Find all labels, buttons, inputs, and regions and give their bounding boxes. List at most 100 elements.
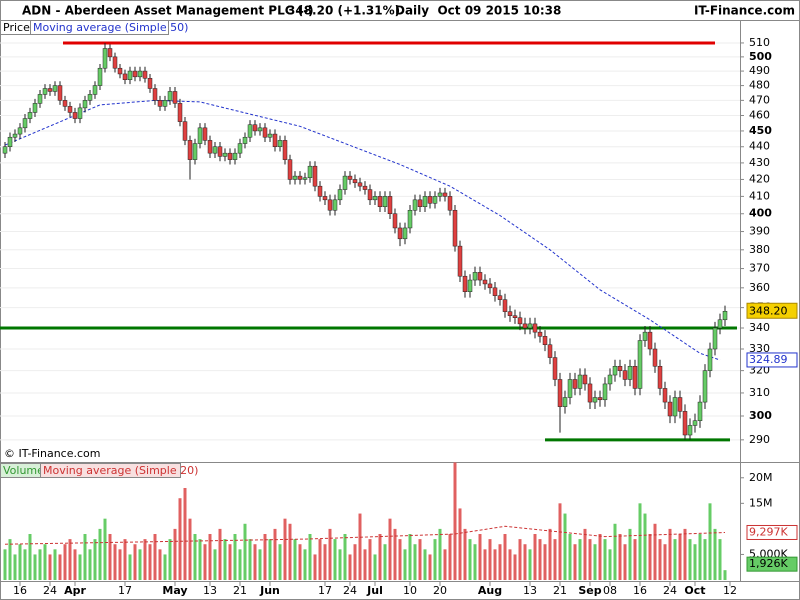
volume-bar	[283, 518, 287, 580]
volume-bar	[268, 539, 272, 580]
candle-body	[487, 283, 493, 289]
candle-body	[297, 175, 303, 180]
candle-body	[587, 383, 593, 403]
candle-body	[657, 365, 663, 389]
x-tick-label: 24	[43, 584, 57, 597]
candle-body	[112, 56, 118, 69]
volume-bar	[58, 554, 62, 580]
candle-body	[347, 175, 353, 180]
volume-bar	[718, 539, 722, 580]
title: ADN - Aberdeen Asset Management PLC (-)	[22, 4, 314, 18]
volume-bar	[103, 518, 107, 580]
x-tick-label: Aug	[478, 584, 502, 597]
volume-bar	[498, 544, 502, 580]
candle-body	[422, 196, 428, 208]
volume-bar	[98, 528, 102, 580]
volume-bar	[398, 539, 402, 580]
candle-body	[462, 275, 468, 292]
volume-bar	[293, 539, 297, 580]
volume-bar	[588, 539, 592, 580]
quote: 348.20 (+1.31%)	[287, 4, 400, 18]
candle-body	[152, 88, 158, 101]
volume-bar	[708, 503, 712, 580]
candle-body	[182, 121, 188, 141]
candle-body	[302, 177, 308, 180]
volume-bar	[523, 544, 527, 580]
candle-body	[542, 336, 548, 345]
candle-body	[117, 67, 123, 75]
volume-bar	[678, 534, 682, 580]
volume-bar	[303, 549, 307, 580]
volume-bar	[168, 539, 172, 580]
volume-bar	[563, 513, 567, 580]
volume-bar	[508, 549, 512, 580]
volume-bar	[623, 544, 627, 580]
volume-bar	[658, 539, 662, 580]
candle-body	[322, 196, 328, 201]
candle-body	[637, 340, 643, 389]
candle-body	[562, 397, 568, 407]
volume-bar	[433, 539, 437, 580]
candle-body	[612, 365, 618, 376]
y-tick-label: 460	[749, 108, 770, 121]
volume-bar	[138, 549, 142, 580]
x-tick-label: 21	[553, 584, 567, 597]
candle-body	[187, 140, 193, 160]
volume-bar	[558, 503, 562, 580]
candle-body	[672, 397, 678, 417]
candle-body	[482, 279, 488, 285]
candle-body	[697, 401, 703, 421]
volume-bar	[123, 539, 127, 580]
volume-bar	[113, 544, 117, 580]
candle-body	[92, 85, 98, 95]
volume-bar	[608, 549, 612, 580]
candle-body	[397, 227, 403, 240]
candle-body	[142, 70, 148, 79]
volume-bar	[548, 528, 552, 580]
x-tick-label: 20	[433, 584, 447, 597]
candle-body	[212, 146, 218, 154]
x-tick-label: Oct	[684, 584, 705, 597]
volume-bar	[613, 523, 617, 580]
volume-bar	[208, 534, 212, 580]
volume-bar	[573, 544, 577, 580]
volume-bar	[183, 488, 187, 580]
volume-bar	[628, 528, 632, 580]
candle-body	[327, 199, 333, 211]
legend-price: Price	[3, 21, 30, 34]
candle-body	[647, 331, 653, 350]
volume-bar	[423, 549, 427, 580]
volume-bar	[483, 549, 487, 580]
candle-body	[52, 85, 58, 92]
candle-body	[222, 152, 228, 157]
volume-bar	[673, 539, 677, 580]
volume-bar	[318, 539, 322, 580]
candle-body	[332, 199, 338, 211]
volume-bar	[23, 549, 27, 580]
volume-bar	[198, 539, 202, 580]
x-tick-label: 08	[603, 584, 617, 597]
last-value-label: 9,297K	[749, 525, 788, 538]
last-value-box	[746, 524, 798, 540]
volume-bar	[193, 534, 197, 580]
legend-box	[30, 20, 169, 35]
candle-body	[572, 379, 578, 389]
candle-body	[512, 315, 518, 318]
candle-body	[407, 209, 413, 229]
candle-body	[247, 124, 253, 138]
candle-body	[682, 411, 688, 436]
volume-bar	[688, 539, 692, 580]
candle-body	[522, 323, 528, 329]
volume-bar	[353, 544, 357, 580]
y-tick-label: 430	[749, 156, 770, 169]
candle-body	[687, 425, 693, 436]
candle-body	[137, 70, 143, 78]
candle-body	[57, 85, 63, 101]
volume-bar	[568, 534, 572, 580]
volume-bar	[473, 544, 477, 580]
candle-body	[527, 323, 533, 329]
candle-body	[87, 94, 93, 101]
candle-body	[62, 100, 68, 107]
volume-bar	[438, 528, 442, 580]
period: Daily Oct 09 2015 10:38	[395, 4, 561, 18]
